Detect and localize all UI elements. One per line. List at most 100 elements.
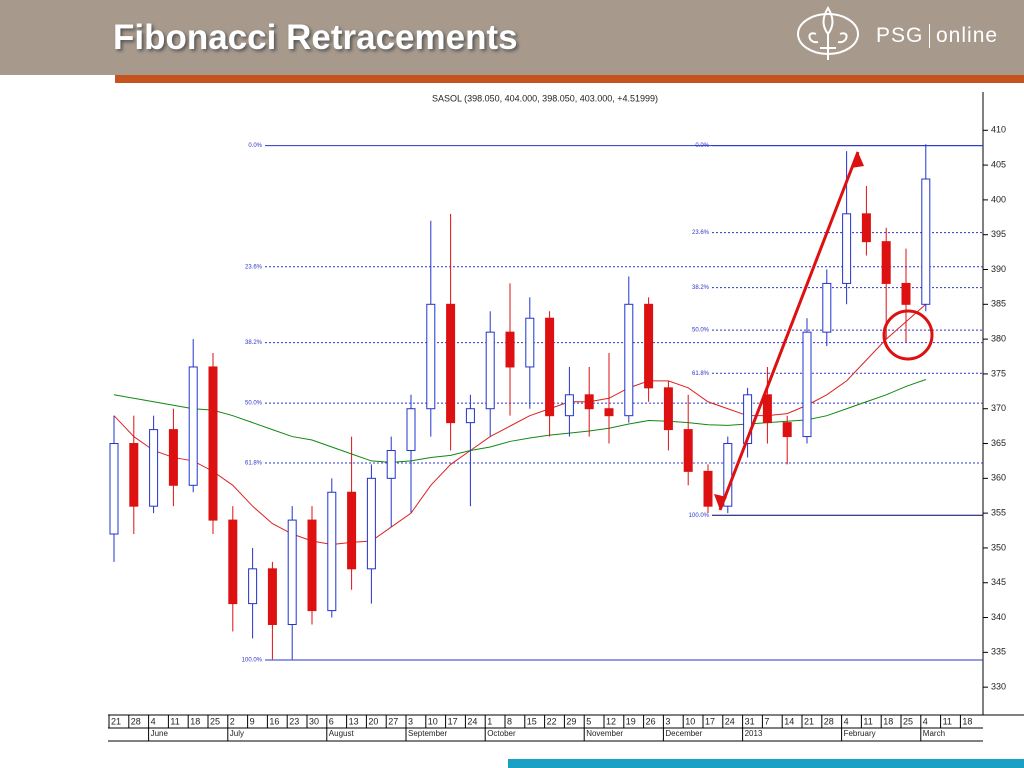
candle-body (446, 303, 456, 424)
x-tick-label: 3 (665, 716, 670, 726)
x-tick-label: 21 (804, 716, 814, 726)
candle-body (861, 213, 871, 243)
candle-body (129, 443, 139, 507)
month-label: October (487, 729, 516, 738)
candle-body (842, 213, 852, 284)
x-tick-label: 13 (349, 716, 359, 726)
y-tick-label: 385 (991, 299, 1006, 309)
fib-label: 50.0% (245, 401, 263, 407)
arrowhead (714, 494, 727, 510)
x-tick-label: 18 (962, 716, 972, 726)
fib-label: 0.0% (248, 143, 262, 149)
arrowhead (851, 152, 864, 168)
candle-body (802, 331, 812, 438)
candle-body (248, 568, 258, 605)
fib-label: 100.0% (242, 658, 263, 664)
candle-body (426, 303, 436, 410)
arrow (718, 151, 860, 511)
x-tick-label: 21 (111, 716, 121, 726)
accent-bar (508, 759, 1024, 768)
x-tick-label: 2 (230, 716, 235, 726)
x-tick-label: 25 (903, 716, 913, 726)
fib-label: 38.2% (245, 340, 263, 346)
annotations (714, 151, 934, 511)
y-tick-label: 390 (991, 264, 1006, 274)
fib-label: 0.0% (695, 143, 709, 149)
y-tick-label: 335 (991, 647, 1006, 657)
month-label: November (586, 729, 623, 738)
slide-title: Fibonacci Retracements (113, 18, 518, 57)
candle-body (743, 394, 753, 445)
candle-body (465, 408, 475, 424)
x-tick-label: 25 (210, 716, 220, 726)
y-tick-label: 410 (991, 125, 1006, 135)
month-label: 2013 (745, 729, 763, 738)
month-label: September (408, 729, 447, 738)
x-tick-label: 8 (507, 716, 512, 726)
candle-body (584, 394, 594, 410)
x-tick-label: 4 (923, 716, 928, 726)
candle-body (703, 470, 713, 507)
y-tick-label: 340 (991, 612, 1006, 622)
month-label: July (230, 729, 244, 738)
x-tick-label: 12 (606, 716, 616, 726)
x-tick-label: 31 (745, 716, 755, 726)
fib-label: 61.8% (692, 371, 710, 377)
x-tick-label: 16 (269, 716, 279, 726)
candle-body (188, 366, 198, 486)
y-tick-label: 375 (991, 368, 1006, 378)
x-tick-label: 18 (883, 716, 893, 726)
x-tick-label: 10 (428, 716, 438, 726)
logo-icon (797, 6, 859, 60)
y-tick-label: 365 (991, 438, 1006, 448)
x-tick-label: 7 (764, 716, 769, 726)
candle-body (663, 387, 673, 431)
x-tick-label: 5 (586, 716, 591, 726)
x-tick-label: 17 (448, 716, 458, 726)
moving-average (113, 379, 926, 463)
x-tick-label: 6 (329, 716, 334, 726)
y-tick-label: 360 (991, 473, 1006, 483)
candle-body (644, 303, 654, 389)
chart-title: SASOL (398.050, 404.000, 398.050, 403.00… (432, 93, 658, 103)
candle-body (287, 519, 297, 626)
moving-average (113, 303, 927, 545)
candle-body (822, 282, 832, 333)
candle-body (782, 422, 792, 438)
y-tick-label: 405 (991, 159, 1006, 169)
x-tick-label: 9 (250, 716, 255, 726)
fib-label: 38.2% (692, 285, 710, 291)
x-tick-label: 26 (646, 716, 656, 726)
candle-body (545, 317, 555, 417)
x-tick-label: 27 (388, 716, 398, 726)
header-band (0, 0, 1024, 75)
x-tick-label: 22 (547, 716, 557, 726)
x-tick-label: 30 (309, 716, 319, 726)
logo-divider (929, 24, 930, 48)
fib-label: 23.6% (245, 264, 263, 270)
logo-text: online (936, 24, 999, 47)
x-tick-label: 4 (844, 716, 849, 726)
month-label: August (329, 729, 355, 738)
candle-body (485, 331, 495, 410)
candle-body (149, 429, 159, 507)
candle-body (366, 477, 376, 570)
candle-body (327, 491, 337, 612)
x-tick-label: 23 (289, 716, 299, 726)
x-tick-label: 10 (685, 716, 695, 726)
candle-body (564, 394, 574, 417)
x-tick-label: 19 (626, 716, 636, 726)
candle-body (683, 429, 693, 472)
x-tick-label: 20 (368, 716, 378, 726)
x-tick-label: 24 (467, 716, 477, 726)
month-label: March (923, 729, 945, 738)
month-label: December (665, 729, 702, 738)
x-tick-label: 11 (943, 716, 952, 726)
fib-label: 50.0% (692, 328, 710, 334)
candle-body (604, 408, 614, 417)
candle-body (386, 449, 396, 479)
logo-text: PSG (876, 24, 924, 47)
candle-body (347, 491, 357, 570)
candle-body (921, 178, 931, 305)
